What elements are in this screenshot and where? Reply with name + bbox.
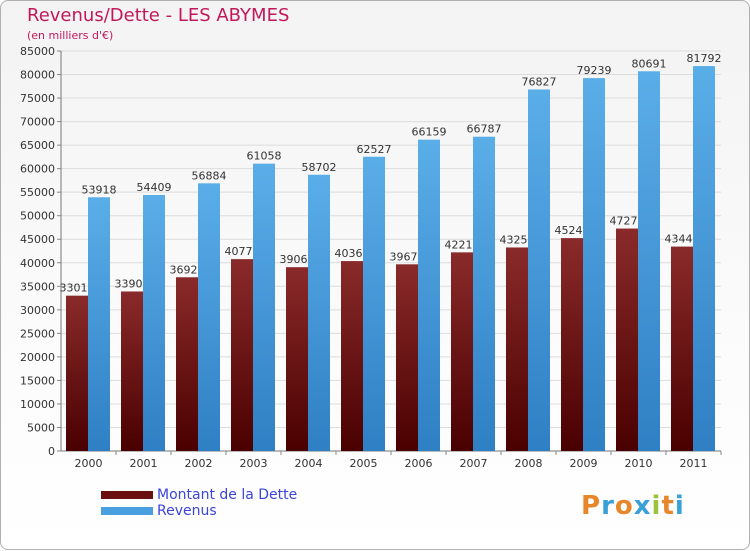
x-tick-label: 2006 <box>405 457 433 470</box>
x-tick-label: 2001 <box>130 457 158 470</box>
logo-letter: x <box>633 491 652 521</box>
bar-dette <box>671 246 693 451</box>
data-label-revenus: 80691 <box>632 57 667 70</box>
bar-dette <box>121 291 143 451</box>
data-label-dette: 33900 <box>115 277 150 290</box>
legend-item-dette: Montant de la Dette <box>101 487 297 503</box>
data-label-revenus: 66159 <box>412 126 447 139</box>
legend-item-revenus: Revenus <box>101 503 297 519</box>
legend: Montant de la Dette Revenus <box>101 487 297 519</box>
bar-dette <box>396 264 418 451</box>
data-label-dette: 43440 <box>665 233 700 246</box>
bar-dette <box>561 238 583 451</box>
y-tick-label: 85000 <box>20 45 55 58</box>
chart-subtitle: (en milliers d'€) <box>27 29 114 42</box>
y-tick-label: 30000 <box>20 304 55 317</box>
bar-revenus <box>583 78 605 451</box>
legend-swatch-revenus <box>101 507 153 515</box>
bar-dette <box>341 261 363 451</box>
proxiti-logo: Proxiti <box>581 491 685 521</box>
data-label-revenus: 56884 <box>192 169 227 182</box>
y-tick-label: 55000 <box>20 186 55 199</box>
bar-dette <box>231 259 253 451</box>
bar-revenus <box>88 197 110 451</box>
y-tick-label: 15000 <box>20 374 55 387</box>
x-tick-label: 2007 <box>460 457 488 470</box>
legend-swatch-dette <box>101 491 153 499</box>
data-label-revenus: 58702 <box>302 161 337 174</box>
bar-dette <box>506 247 528 451</box>
y-tick-label: 25000 <box>20 327 55 340</box>
y-tick-label: 75000 <box>20 92 55 105</box>
y-tick-label: 5000 <box>27 421 55 434</box>
data-label-revenus: 61058 <box>247 150 282 163</box>
legend-label-revenus: Revenus <box>157 503 217 519</box>
data-label-dette: 43250 <box>500 233 535 246</box>
bar-revenus <box>363 156 385 451</box>
data-label-dette: 39060 <box>280 253 315 266</box>
bar-dette <box>451 252 473 451</box>
legend-label-dette: Montant de la Dette <box>157 487 298 503</box>
y-tick-label: 40000 <box>20 257 55 270</box>
bar-revenus <box>143 194 165 451</box>
y-tick-label: 80000 <box>20 69 55 82</box>
bar-dette <box>616 228 638 451</box>
data-label-revenus: 62527 <box>357 143 392 156</box>
x-tick-label: 2004 <box>295 457 323 470</box>
logo-letter: i <box>674 491 685 521</box>
bar-dette <box>66 295 88 451</box>
data-label-dette: 47270 <box>610 215 645 228</box>
y-tick-label: 70000 <box>20 116 55 129</box>
bar-dette <box>176 277 198 451</box>
y-tick-label: 50000 <box>20 210 55 223</box>
data-label-dette: 36920 <box>170 263 205 276</box>
y-tick-label: 35000 <box>20 280 55 293</box>
x-tick-label: 2010 <box>625 457 653 470</box>
data-label-dette: 45240 <box>555 224 590 237</box>
bar-revenus <box>528 89 550 451</box>
bar-revenus <box>198 183 220 451</box>
data-label-dette: 42210 <box>445 238 480 251</box>
x-tick-label: 2002 <box>185 457 213 470</box>
bar-revenus <box>418 139 440 452</box>
y-tick-label: 45000 <box>20 233 55 246</box>
x-tick-label: 2005 <box>350 457 378 470</box>
bar-revenus <box>693 66 715 452</box>
bar-revenus <box>308 174 330 451</box>
x-tick-label: 2008 <box>515 457 543 470</box>
logo-letter: t <box>661 491 675 521</box>
logo-letter: r <box>601 491 615 521</box>
y-tick-label: 10000 <box>20 398 55 411</box>
data-label-dette: 39670 <box>390 250 425 263</box>
data-label-dette: 40770 <box>225 245 260 258</box>
logo-letter: P <box>581 491 602 521</box>
data-label-revenus: 76827 <box>522 75 557 88</box>
data-label-revenus: 66787 <box>467 123 502 136</box>
x-tick-label: 2011 <box>680 457 708 470</box>
bar-dette <box>286 267 308 451</box>
bar-revenus <box>473 136 495 451</box>
data-label-revenus: 81792 <box>687 52 722 65</box>
y-tick-label: 65000 <box>20 139 55 152</box>
y-tick-label: 0 <box>48 445 55 458</box>
y-tick-label: 20000 <box>20 351 55 364</box>
data-label-revenus: 53918 <box>82 183 117 196</box>
data-label-revenus: 79239 <box>577 64 612 77</box>
data-label-dette: 40360 <box>335 247 370 260</box>
x-tick-label: 2009 <box>570 457 598 470</box>
data-label-dette: 33010 <box>60 282 95 295</box>
chart-title: Revenus/Dette - LES ABYMES <box>27 5 290 26</box>
x-tick-label: 2003 <box>240 457 268 470</box>
x-tick-label: 2000 <box>75 457 103 470</box>
y-tick-label: 60000 <box>20 163 55 176</box>
bar-revenus <box>253 163 275 452</box>
logo-letter: i <box>651 491 662 521</box>
logo-letter: o <box>614 491 634 521</box>
bar-revenus <box>638 71 660 451</box>
data-label-revenus: 54409 <box>137 181 172 194</box>
